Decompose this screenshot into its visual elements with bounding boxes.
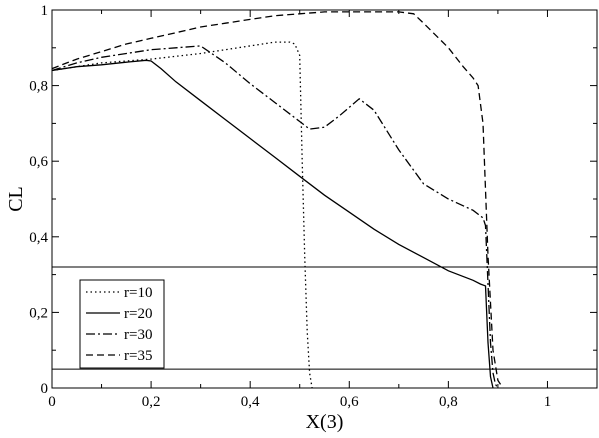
legend-box — [79, 279, 165, 369]
reference-lines — [52, 266, 597, 370]
y-tick-label: 0,2 — [29, 305, 48, 321]
y-tick-label: 1 — [41, 3, 49, 19]
y-tick-label: 0,4 — [29, 230, 48, 246]
x-tick-label: 0,4 — [241, 394, 260, 410]
y-axis-label: CL — [5, 186, 27, 212]
legend-label: r=35 — [124, 348, 152, 364]
y-tick-label: 0,6 — [29, 154, 48, 170]
legend-label: r=20 — [124, 306, 152, 322]
x-axis-label: X(3) — [306, 411, 344, 433]
x-tick-label: 0,2 — [142, 394, 161, 410]
series-line-r-35 — [51, 11, 504, 389]
x-tick-label: 0,8 — [439, 394, 458, 410]
y-tick-label: 0 — [41, 381, 49, 397]
legend-label: r=10 — [124, 285, 152, 301]
x-tick-label: 0 — [48, 394, 56, 410]
series-line-r-20 — [51, 59, 494, 389]
axis-ticks: 0 0,2 0,4 0,6 0,8 1 0 0,2 0,4 0,6 0,8 1 — [29, 3, 598, 410]
x-tick-label: 1 — [544, 394, 552, 410]
legend-label: r=30 — [124, 327, 152, 343]
series-line-r-30 — [51, 45, 499, 389]
legend: r=10 r=20 r=30 r=35 — [79, 279, 165, 369]
series-line-r-10 — [51, 41, 313, 389]
y-tick-label: 0,8 — [29, 79, 48, 95]
series-layer — [51, 11, 504, 389]
x-tick-label: 0,6 — [340, 394, 359, 410]
